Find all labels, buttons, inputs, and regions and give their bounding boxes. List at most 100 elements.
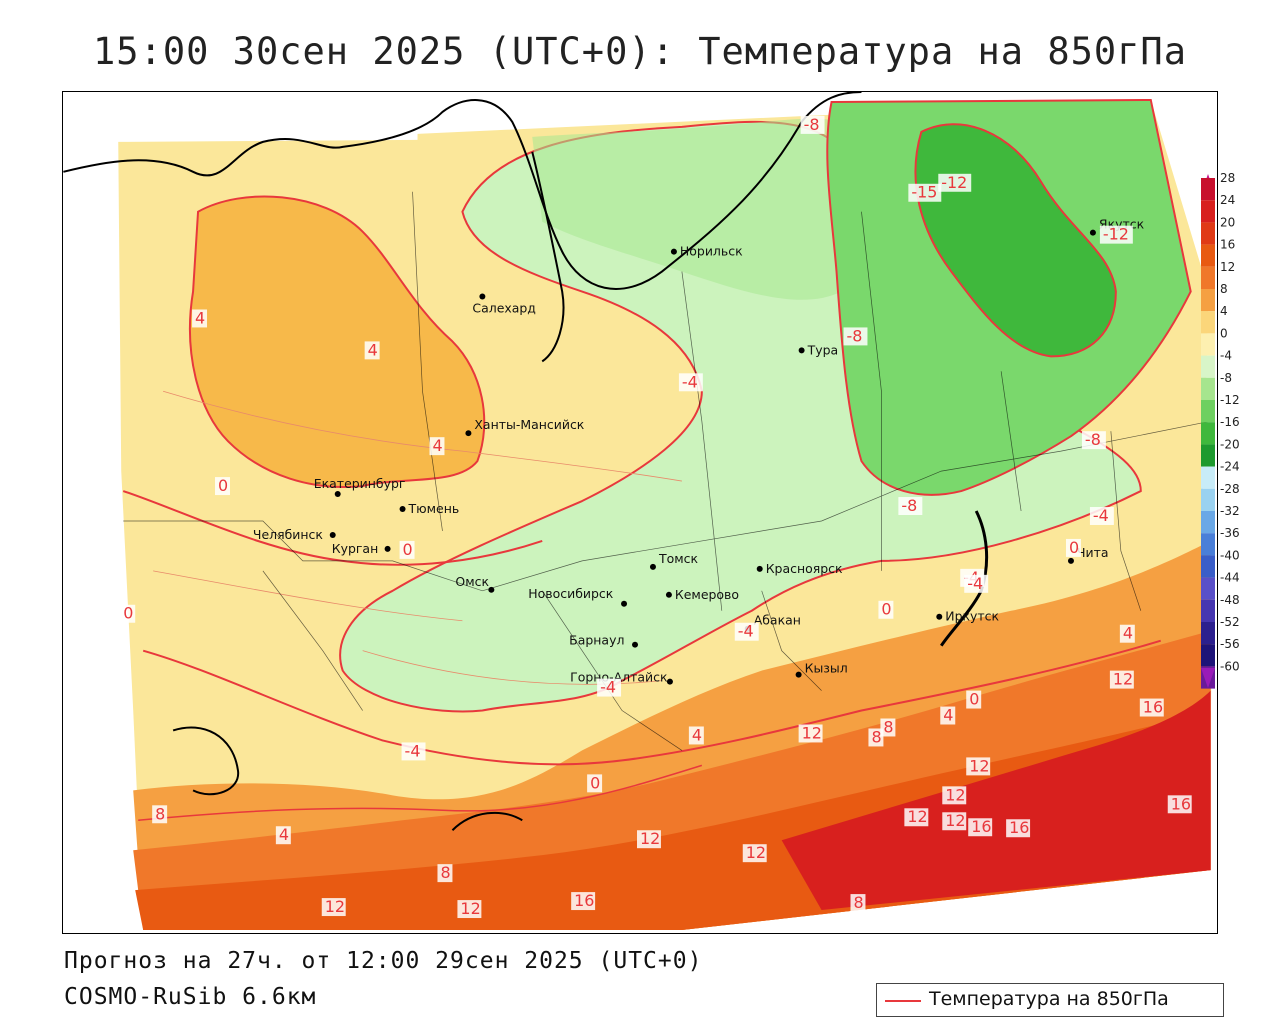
colorbar-cell bbox=[1201, 577, 1215, 600]
isotherm-label-bg bbox=[587, 774, 603, 793]
isotherm-label: 4 bbox=[692, 725, 702, 744]
colorbar-tick-label: 28 bbox=[1220, 171, 1235, 185]
colorbar-cell bbox=[1201, 311, 1215, 334]
colorbar-cell bbox=[1201, 488, 1215, 511]
colorbar-bottom-arrow bbox=[1201, 668, 1215, 688]
isotherm-label-bg bbox=[1089, 507, 1114, 525]
colorbar-cell bbox=[1201, 622, 1215, 645]
colorbar-tick-label: -48 bbox=[1220, 593, 1240, 607]
city-label: Норильск bbox=[680, 244, 743, 259]
isotherm-label: 12 bbox=[460, 899, 480, 918]
colorbar-cell bbox=[1201, 444, 1215, 467]
isotherm-label: 12 bbox=[325, 897, 345, 916]
isotherm-label-bg bbox=[437, 864, 453, 883]
isotherm-label: 4 bbox=[195, 308, 205, 327]
colorbar-cell bbox=[1201, 644, 1215, 667]
isotherm-label-bg bbox=[364, 341, 380, 360]
temperature-map: НорильскЯкутскСалехардТураХанты-Мансийск… bbox=[62, 91, 1218, 934]
city-marker bbox=[399, 506, 406, 513]
colorbar-cell bbox=[1201, 377, 1215, 400]
colorbar-cell bbox=[1201, 533, 1215, 556]
isotherm-label: -12 bbox=[1103, 225, 1129, 244]
isotherm-label: 8 bbox=[883, 717, 893, 736]
isotherm-label: 8 bbox=[155, 804, 165, 823]
isotherm-label-bg bbox=[942, 786, 967, 805]
city-label: Чита bbox=[1077, 545, 1109, 560]
isotherm-label: 0 bbox=[218, 476, 228, 495]
isotherm-label-bg bbox=[904, 808, 929, 827]
isotherm-label-bg bbox=[850, 894, 866, 913]
isotherm-label-bg bbox=[401, 742, 426, 761]
colorbar-tick-label: 0 bbox=[1220, 326, 1228, 340]
city-marker bbox=[670, 248, 677, 255]
colorbar-cell bbox=[1201, 555, 1215, 578]
warm-band-south-4 bbox=[781, 690, 1211, 911]
isotherm-label-bg bbox=[966, 757, 991, 776]
isotherm-label-bg bbox=[152, 805, 168, 824]
city-label: Челябинск bbox=[253, 527, 323, 542]
isotherm-label-bg bbox=[1119, 624, 1135, 643]
isotherm-label-bg bbox=[734, 622, 759, 641]
city-label: Салехард bbox=[472, 300, 536, 315]
isotherm-label: 16 bbox=[574, 891, 594, 910]
color-scale-bar: 28 24 20 16 12 8 4 0 -4 -8 -12 -16 -20 -24 -28 -32 -36 -4… bbox=[1201, 171, 1240, 689]
isotherm-label-bg bbox=[275, 826, 291, 845]
isotherm-label-bg bbox=[688, 726, 704, 745]
isotherm-label-bg bbox=[457, 900, 482, 919]
colorbar-tick-label: 4 bbox=[1220, 304, 1228, 318]
isotherm-label: -4 bbox=[1093, 506, 1109, 525]
colorbar-tick-label: -60 bbox=[1220, 659, 1240, 673]
city-marker bbox=[798, 347, 805, 354]
isotherm-label-bg bbox=[942, 812, 967, 831]
isotherm-label: 12 bbox=[640, 829, 660, 848]
city-marker bbox=[465, 430, 472, 437]
city-marker bbox=[936, 613, 943, 620]
isotherm-label: 16 bbox=[1171, 794, 1191, 813]
colorbar-tick-label: -20 bbox=[1220, 437, 1240, 451]
isotherm-label-bg bbox=[1081, 431, 1106, 450]
colorbar-cell bbox=[1201, 200, 1215, 223]
isotherm-label: 12 bbox=[746, 843, 766, 862]
city-label: Тура bbox=[807, 342, 839, 357]
colorbar-cell bbox=[1201, 400, 1215, 423]
isotherm-label: -4 bbox=[600, 678, 616, 697]
isotherm-label-bg bbox=[964, 574, 989, 593]
city-label: Екатеринбург bbox=[314, 476, 406, 491]
isotherm-label: -4 bbox=[967, 574, 983, 593]
isotherm-label: 0 bbox=[1069, 538, 1079, 557]
isotherm-label-bg bbox=[1065, 538, 1081, 557]
colorbar-tick-label: 12 bbox=[1220, 260, 1235, 274]
colorbar-tick-label: -12 bbox=[1220, 393, 1240, 407]
colorbar-tick-label: -24 bbox=[1220, 460, 1240, 474]
city-marker bbox=[665, 591, 672, 598]
isotherm-label-bg bbox=[908, 183, 942, 202]
isotherm-label-bg bbox=[966, 690, 982, 709]
isotherm-label: 4 bbox=[943, 706, 953, 725]
colorbar-tick-label: -8 bbox=[1220, 371, 1232, 385]
isotherm-label-bg bbox=[1139, 698, 1164, 717]
city-label: Кызыл bbox=[805, 661, 848, 676]
isotherm-label: 0 bbox=[590, 773, 600, 792]
isotherm-label: 16 bbox=[971, 817, 991, 836]
city-marker bbox=[1089, 229, 1096, 236]
city-label: Ханты-Мансийск bbox=[474, 417, 584, 432]
colorbar-tick-label: -56 bbox=[1220, 637, 1240, 651]
colorbar-tick-label: 20 bbox=[1220, 215, 1235, 229]
isotherm-label-bg bbox=[321, 898, 346, 917]
colorbar-tick-label: -16 bbox=[1220, 415, 1240, 429]
colorbar-tick-label: 8 bbox=[1220, 282, 1228, 296]
isotherm-label: -8 bbox=[1085, 430, 1101, 449]
city-marker bbox=[488, 586, 495, 593]
isotherm-label-bg bbox=[192, 309, 208, 328]
city-marker bbox=[621, 600, 628, 607]
city-label: Тюмень bbox=[408, 501, 460, 516]
city-marker bbox=[666, 678, 673, 685]
isotherm-label: 12 bbox=[945, 785, 965, 804]
isotherm-label: 16 bbox=[1009, 818, 1029, 837]
isotherm-label: 0 bbox=[881, 600, 891, 619]
city-marker bbox=[384, 545, 391, 552]
isotherm-label-bg bbox=[843, 327, 868, 346]
isotherm-label: 4 bbox=[432, 436, 442, 455]
colorbar-cell bbox=[1201, 222, 1215, 245]
colorbar-cell bbox=[1201, 355, 1215, 378]
